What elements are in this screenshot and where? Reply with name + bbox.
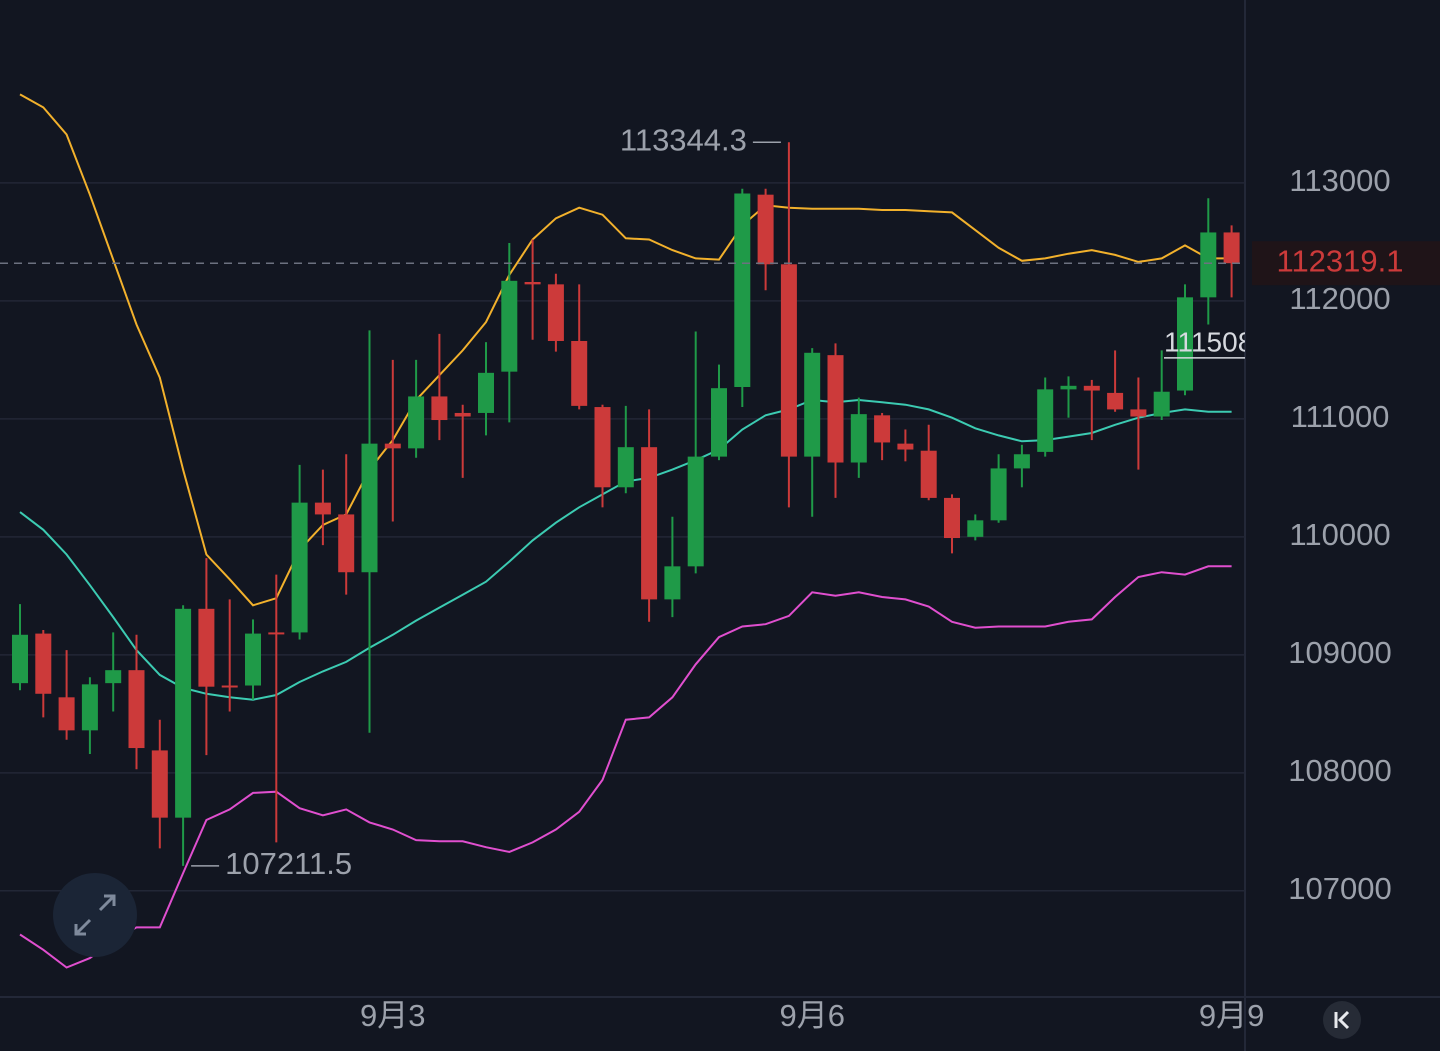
candle-body (81, 684, 98, 731)
candle-body (268, 632, 285, 635)
candle-body (1223, 232, 1240, 264)
y-tick-label: 107000 (1288, 871, 1391, 906)
candle-body (1177, 297, 1193, 391)
x-tick-label: 9月6 (779, 998, 844, 1033)
candle-body (804, 352, 821, 457)
labels: 107000 108000 109000 110000 111000 112000 1130… (0, 122, 1440, 1033)
candles (12, 142, 1240, 866)
candle-body (850, 414, 867, 463)
y-tick-label: 111000 (1291, 399, 1390, 434)
candle-body (897, 443, 914, 450)
candle-body (780, 264, 797, 457)
candle-body (221, 685, 238, 688)
y-tick-label: 112000 (1289, 281, 1390, 316)
candle-body (1130, 409, 1147, 417)
high-label: 113344.3 (620, 122, 747, 157)
y-tick-label: 113000 (1289, 163, 1390, 198)
candle-body (571, 340, 588, 406)
candle-body (594, 407, 611, 488)
candle-body (384, 443, 401, 449)
x-tick-label: 9月9 (1199, 998, 1264, 1033)
candle-body (687, 456, 704, 567)
candle-body (1013, 454, 1030, 469)
candle-body (524, 281, 541, 285)
candle-body (501, 280, 518, 372)
candle-body (245, 633, 261, 686)
candle-body (1200, 232, 1217, 298)
candle-body (151, 750, 168, 818)
expand-button[interactable] (53, 873, 137, 957)
candle-body (58, 697, 75, 731)
candle-body (617, 447, 634, 488)
low-label: 107211.5 (225, 846, 352, 881)
candle-body (12, 634, 28, 684)
marker-label: 111508 (1164, 326, 1253, 357)
candle-body (198, 608, 215, 687)
candle-body (1153, 391, 1170, 417)
overlay-line (19, 93, 1232, 607)
candle-body (734, 193, 751, 388)
candle-body (990, 468, 1007, 521)
candle-body (547, 284, 564, 341)
candle-body (827, 355, 844, 463)
candle-body (431, 396, 448, 421)
candle-body (1083, 385, 1100, 391)
y-tick-label: 108000 (1288, 753, 1391, 788)
x-tick-label: 9月3 (360, 998, 425, 1033)
y-tick-label: 109000 (1288, 635, 1391, 670)
candle-body (105, 670, 122, 684)
y-tick-label: 110000 (1289, 517, 1390, 552)
current-price-label: 112319.1 (1277, 243, 1404, 278)
candle-body (338, 514, 355, 573)
candle-body (314, 502, 331, 515)
candle-body (967, 520, 984, 537)
back-to-latest-button[interactable] (1323, 1001, 1361, 1039)
candle-body (361, 443, 378, 573)
current-price-box (1252, 241, 1440, 286)
candle-body (35, 633, 52, 694)
overlay-line (19, 565, 1232, 969)
candle-body (664, 566, 681, 600)
candle-body (1037, 389, 1054, 452)
candle-body (920, 450, 937, 498)
candle-body (128, 670, 145, 749)
candle-body (641, 447, 658, 600)
candle-body (711, 388, 727, 457)
candle-body (454, 412, 471, 417)
candle-body (874, 415, 891, 443)
candle-body (1107, 392, 1124, 410)
candle-body (757, 194, 774, 265)
candle-body (408, 396, 425, 449)
candle-body (175, 608, 192, 818)
candle-body (1060, 385, 1077, 390)
candle-body (944, 497, 960, 539)
candle-body (478, 372, 494, 413)
candle-body (291, 502, 308, 633)
